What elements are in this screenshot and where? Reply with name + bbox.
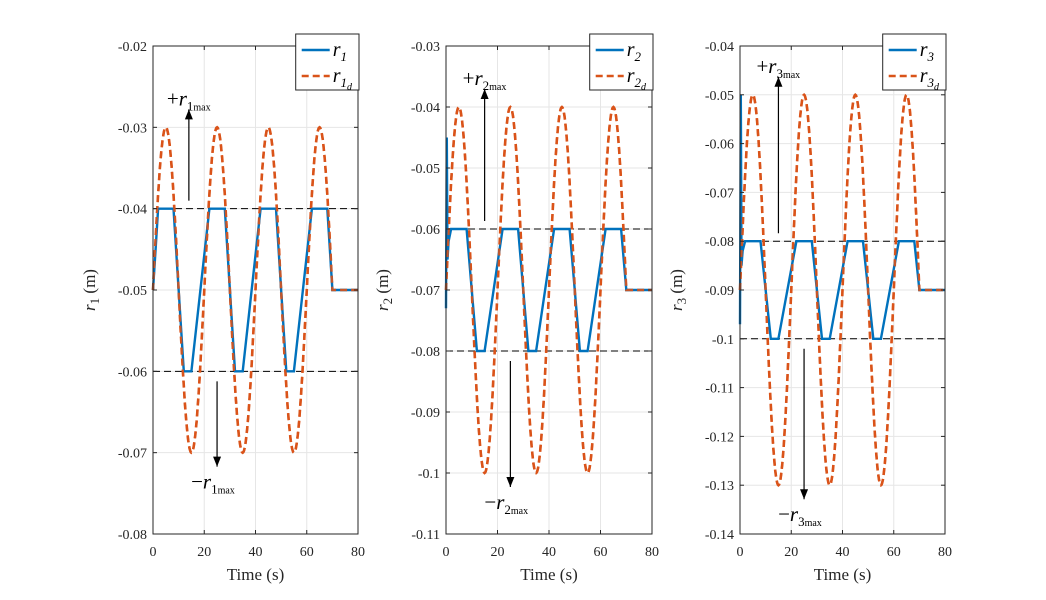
legend-entry-label: r2	[627, 39, 642, 64]
x-tick-label: 0	[737, 545, 744, 560]
x-tick-label: 80	[938, 545, 952, 560]
y-tick-label: -0.06	[705, 138, 734, 153]
arrowhead-upper	[480, 89, 489, 99]
x-axis-label: Time (s)	[814, 565, 871, 584]
x-tick-label: 0	[150, 545, 157, 560]
y-tick-label: -0.03	[118, 121, 147, 136]
series-line-overlay-r1d	[151, 125, 358, 455]
annotation-lower: −r2max	[484, 490, 528, 517]
x-tick-label: 60	[594, 545, 608, 560]
annotation-upper: +r1max	[167, 86, 211, 113]
y-tick-label: -0.08	[705, 235, 734, 250]
y-tick-label: -0.1	[712, 333, 734, 348]
annotation-lower: −r1max	[191, 470, 235, 497]
x-tick-label: 40	[542, 545, 556, 560]
legend-entry-label: r1	[333, 39, 347, 64]
x-tick-label: 80	[645, 545, 659, 560]
x-tick-label: 20	[491, 545, 505, 560]
y-tick-label: -0.04	[705, 40, 734, 55]
legend-entry-label: r3	[920, 39, 935, 64]
x-tick-label: 20	[197, 545, 211, 560]
y-tick-label: -0.08	[411, 345, 440, 360]
x-tick-label: 80	[351, 545, 365, 560]
annotation-lower: −r3max	[778, 502, 822, 529]
x-tick-label: 60	[887, 545, 901, 560]
y-tick-label: -0.04	[411, 101, 440, 116]
y-tick-label: -0.03	[411, 40, 440, 55]
y-tick-label: -0.07	[118, 447, 147, 462]
legend-box	[295, 33, 360, 91]
legend-entry-label: r1d	[333, 65, 353, 93]
arrowhead-lower	[213, 456, 222, 467]
y-axis-label: r3 (m)	[667, 269, 689, 311]
y-tick-label: -0.11	[705, 382, 734, 397]
legend-box	[882, 33, 947, 91]
arrowhead-upper	[184, 109, 193, 120]
series-line-r3	[738, 94, 945, 340]
y-tick-label: -0.12	[705, 430, 734, 445]
series-line-r1	[151, 207, 358, 373]
y-tick-label: -0.13	[705, 479, 734, 494]
series-line-overlay-r2d	[444, 105, 652, 475]
arrowhead-upper	[774, 76, 783, 87]
y-tick-label: -0.05	[411, 162, 440, 177]
annotation-upper: +r3max	[756, 54, 800, 81]
y-tick-label: -0.06	[118, 365, 147, 380]
arrowhead-lower	[800, 489, 809, 500]
chart-panel-r1: 0 20 40 60 80 -0.08 -0.07 -0.06 -0.05 -0.04 -0.03 -…	[80, 33, 365, 584]
y-tick-label: -0.04	[118, 203, 147, 218]
x-axis-label: Time (s)	[227, 565, 284, 584]
x-tick-label: 60	[300, 545, 314, 560]
y-tick-label: -0.05	[118, 284, 147, 299]
chart-panel-r2: 0 20 40 60 80 -0.11 -0.1 -0.09 -0.08 -0.07 -0.06 -0…	[373, 33, 659, 584]
y-axis-label: r1 (m)	[80, 269, 102, 311]
legend-entry-label: r2d	[627, 65, 647, 93]
y-tick-label: -0.02	[118, 40, 147, 55]
x-axis-label: Time (s)	[520, 565, 577, 584]
y-tick-label: -0.14	[705, 528, 734, 543]
y-tick-label: -0.09	[411, 406, 440, 421]
y-tick-label: -0.05	[705, 89, 734, 104]
y-tick-label: -0.08	[118, 528, 147, 543]
x-tick-label: 40	[836, 545, 850, 560]
y-tick-label: -0.07	[411, 284, 440, 299]
y-tick-label: -0.06	[411, 223, 440, 238]
y-tick-label: -0.11	[411, 528, 440, 543]
chart-panel-r3: 0 20 40 60 80 -0.14 -0.13 -0.12 -0.11 -0.1 -0.09 -0…	[667, 33, 952, 584]
x-tick-label: 0	[443, 545, 450, 560]
y-axis-label: r2 (m)	[373, 269, 395, 311]
arrowhead-lower	[506, 477, 515, 487]
y-tick-label: -0.1	[418, 467, 440, 482]
x-tick-label: 20	[784, 545, 798, 560]
legend-entry-label: r3d	[920, 65, 940, 93]
y-tick-label: -0.09	[705, 284, 734, 299]
annotation-upper: +r2max	[463, 66, 507, 93]
legend-box	[589, 33, 654, 91]
series-line-overlay-r3d	[738, 93, 945, 487]
y-tick-label: -0.07	[705, 186, 734, 201]
x-tick-label: 40	[249, 545, 263, 560]
